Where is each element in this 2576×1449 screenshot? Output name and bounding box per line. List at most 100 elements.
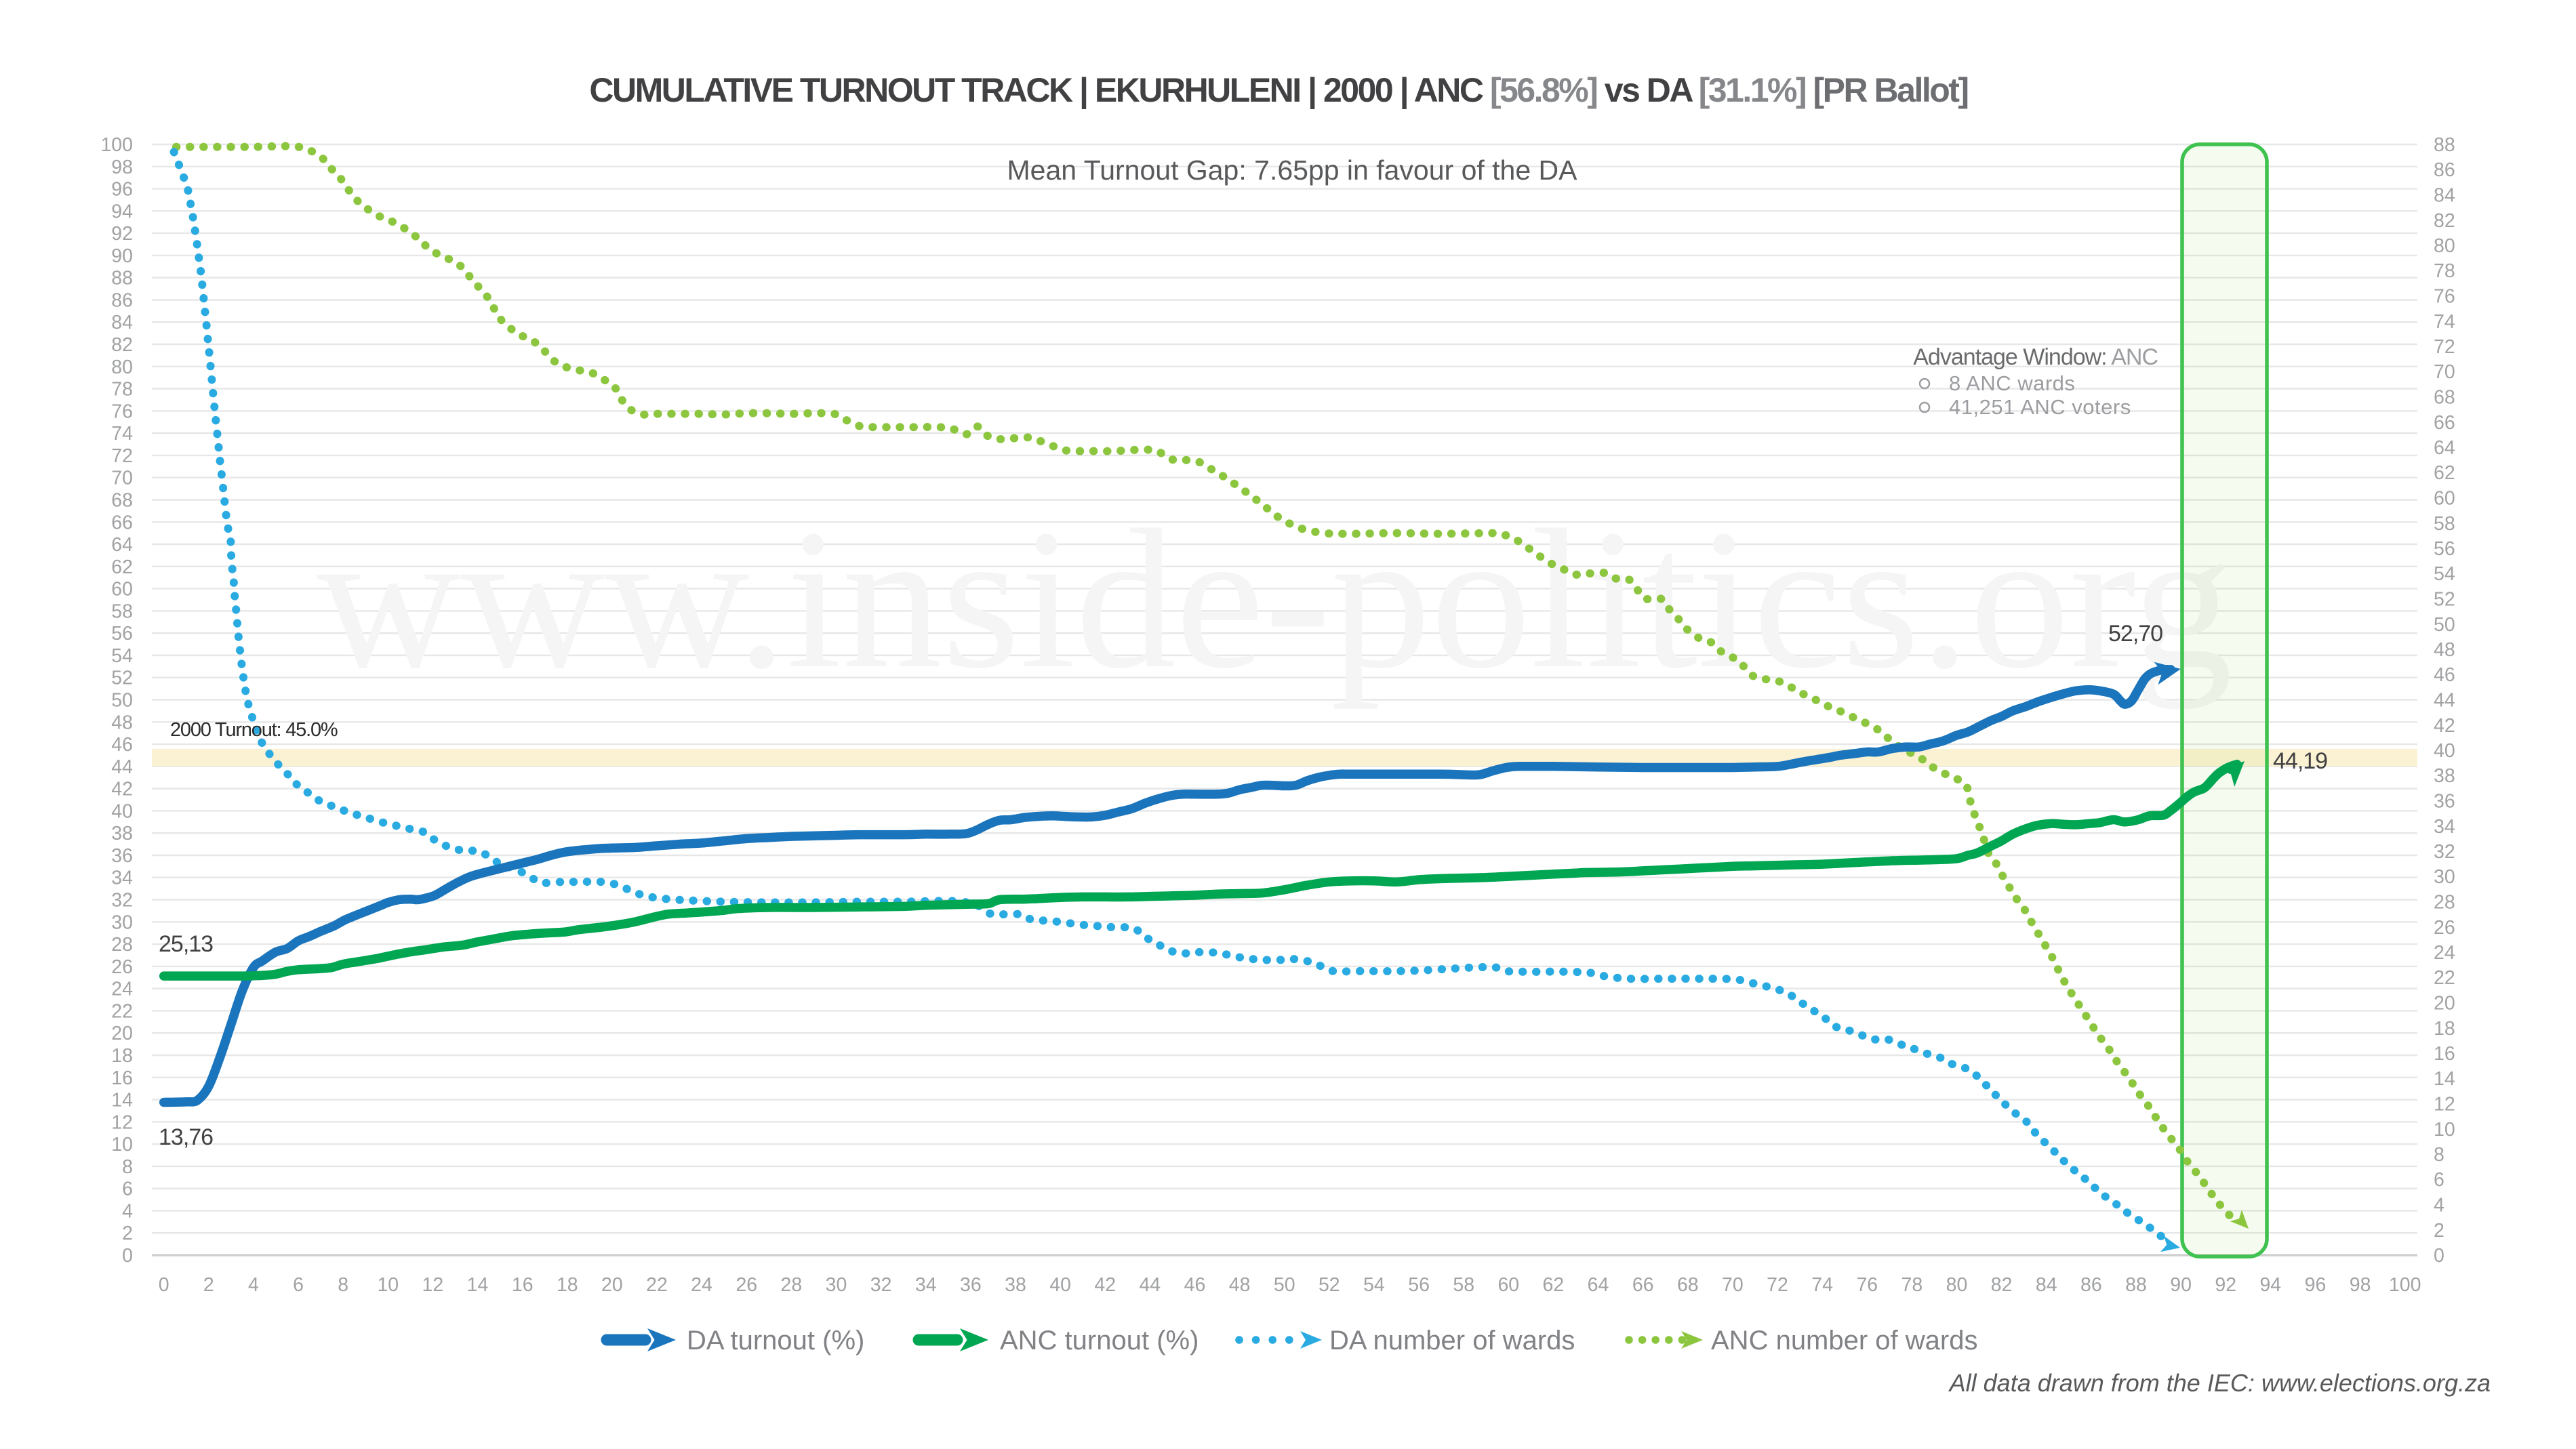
svg-text:80: 80 <box>1946 1274 1968 1296</box>
svg-text:48: 48 <box>1229 1274 1251 1296</box>
svg-text:36: 36 <box>960 1274 982 1296</box>
svg-text:50: 50 <box>111 690 133 712</box>
svg-text:2: 2 <box>122 1223 133 1244</box>
svg-text:38: 38 <box>111 823 133 844</box>
svg-text:25,13: 25,13 <box>159 931 213 957</box>
svg-text:78: 78 <box>1901 1274 1923 1296</box>
svg-text:6: 6 <box>293 1274 304 1296</box>
svg-text:42: 42 <box>1094 1274 1116 1296</box>
svg-text:0: 0 <box>159 1274 169 1296</box>
svg-text:32: 32 <box>111 890 133 912</box>
svg-text:22: 22 <box>2434 967 2455 989</box>
svg-text:44,19: 44,19 <box>2273 748 2327 774</box>
svg-text:CUMULATIVE TURNOUT TRACK | EKU: CUMULATIVE TURNOUT TRACK | EKURHULENI | … <box>589 71 1967 110</box>
svg-text:46: 46 <box>111 734 133 756</box>
svg-text:58: 58 <box>2434 513 2455 535</box>
svg-text:74: 74 <box>2434 311 2455 333</box>
svg-text:2: 2 <box>2434 1220 2444 1242</box>
svg-text:18: 18 <box>2434 1018 2455 1040</box>
svg-text:DA number of wards: DA number of wards <box>1329 1326 1575 1355</box>
svg-text:40: 40 <box>1049 1274 1071 1296</box>
svg-text:70: 70 <box>2434 361 2455 383</box>
svg-text:92: 92 <box>111 223 133 245</box>
svg-text:50: 50 <box>1274 1274 1295 1296</box>
svg-text:54: 54 <box>111 645 133 667</box>
svg-text:28: 28 <box>2434 892 2455 914</box>
svg-text:34: 34 <box>2434 816 2455 838</box>
svg-text:13,76: 13,76 <box>159 1124 213 1150</box>
svg-text:84: 84 <box>2036 1274 2057 1296</box>
svg-text:40: 40 <box>111 800 133 822</box>
svg-text:54: 54 <box>1363 1274 1385 1296</box>
svg-text:20: 20 <box>601 1274 623 1296</box>
svg-text:4: 4 <box>122 1200 133 1222</box>
svg-text:24: 24 <box>111 979 133 1000</box>
svg-text:42: 42 <box>111 779 133 800</box>
svg-text:2: 2 <box>203 1274 214 1296</box>
svg-text:30: 30 <box>2434 866 2455 888</box>
svg-text:2000 Turnout: 45.0%: 2000 Turnout: 45.0% <box>170 719 338 741</box>
svg-text:38: 38 <box>1005 1274 1026 1296</box>
svg-text:94: 94 <box>2259 1274 2281 1296</box>
svg-text:78: 78 <box>2434 260 2455 282</box>
svg-text:22: 22 <box>111 1000 133 1022</box>
svg-text:12: 12 <box>111 1111 133 1133</box>
svg-text:44: 44 <box>111 756 133 778</box>
svg-text:20: 20 <box>2434 993 2455 1015</box>
svg-text:38: 38 <box>2434 765 2455 787</box>
svg-text:60: 60 <box>1497 1274 1519 1296</box>
svg-text:8 ANC wards: 8 ANC wards <box>1949 371 2075 395</box>
svg-text:4: 4 <box>2434 1195 2444 1217</box>
svg-text:96: 96 <box>111 179 133 201</box>
svg-text:68: 68 <box>2434 387 2455 409</box>
svg-text:16: 16 <box>2434 1043 2455 1065</box>
svg-text:36: 36 <box>111 845 133 867</box>
svg-text:34: 34 <box>111 868 133 889</box>
svg-text:100: 100 <box>2389 1274 2421 1296</box>
svg-text:4: 4 <box>248 1274 259 1296</box>
svg-text:48: 48 <box>111 712 133 733</box>
svg-text:10: 10 <box>111 1134 133 1156</box>
svg-text:26: 26 <box>736 1274 757 1296</box>
svg-text:16: 16 <box>512 1274 534 1296</box>
svg-text:60: 60 <box>111 579 133 600</box>
svg-text:12: 12 <box>422 1274 444 1296</box>
svg-text:64: 64 <box>2434 437 2455 459</box>
svg-text:86: 86 <box>2434 159 2455 181</box>
svg-text:88: 88 <box>2125 1274 2147 1296</box>
svg-text:70: 70 <box>111 468 133 489</box>
svg-text:10: 10 <box>377 1274 399 1296</box>
svg-text:14: 14 <box>2434 1068 2455 1090</box>
svg-text:26: 26 <box>111 956 133 978</box>
svg-text:32: 32 <box>2434 841 2455 863</box>
svg-text:98: 98 <box>2350 1274 2371 1296</box>
svg-text:86: 86 <box>2080 1274 2102 1296</box>
svg-text:16: 16 <box>111 1067 133 1089</box>
svg-text:www.inside-politics.org: www.inside-politics.org <box>317 488 2233 710</box>
svg-text:62: 62 <box>1543 1274 1565 1296</box>
svg-text:24: 24 <box>2434 942 2455 964</box>
svg-text:68: 68 <box>111 490 133 512</box>
svg-text:8: 8 <box>338 1274 348 1296</box>
svg-text:44: 44 <box>1139 1274 1161 1296</box>
svg-text:All data drawn from the IEC: w: All data drawn from the IEC: www.electio… <box>1948 1369 2491 1397</box>
svg-text:76: 76 <box>111 401 133 422</box>
svg-text:0: 0 <box>2434 1245 2444 1267</box>
svg-text:72: 72 <box>111 445 133 467</box>
svg-text:66: 66 <box>111 512 133 533</box>
svg-text:58: 58 <box>111 600 133 622</box>
svg-text:46: 46 <box>2434 664 2455 686</box>
svg-text:40: 40 <box>2434 740 2455 762</box>
svg-text:48: 48 <box>2434 639 2455 661</box>
svg-text:82: 82 <box>1991 1274 2013 1296</box>
svg-text:30: 30 <box>826 1274 847 1296</box>
svg-text:DA turnout (%): DA turnout (%) <box>687 1326 864 1355</box>
svg-text:96: 96 <box>2305 1274 2327 1296</box>
svg-text:20: 20 <box>111 1023 133 1044</box>
svg-text:52,70: 52,70 <box>2108 621 2162 647</box>
svg-text:18: 18 <box>557 1274 578 1296</box>
svg-text:Mean Turnout Gap: 7.65pp in fa: Mean Turnout Gap: 7.65pp in favour of th… <box>1007 155 1577 186</box>
svg-text:28: 28 <box>111 934 133 956</box>
svg-text:28: 28 <box>781 1274 803 1296</box>
svg-text:52: 52 <box>2434 589 2455 611</box>
